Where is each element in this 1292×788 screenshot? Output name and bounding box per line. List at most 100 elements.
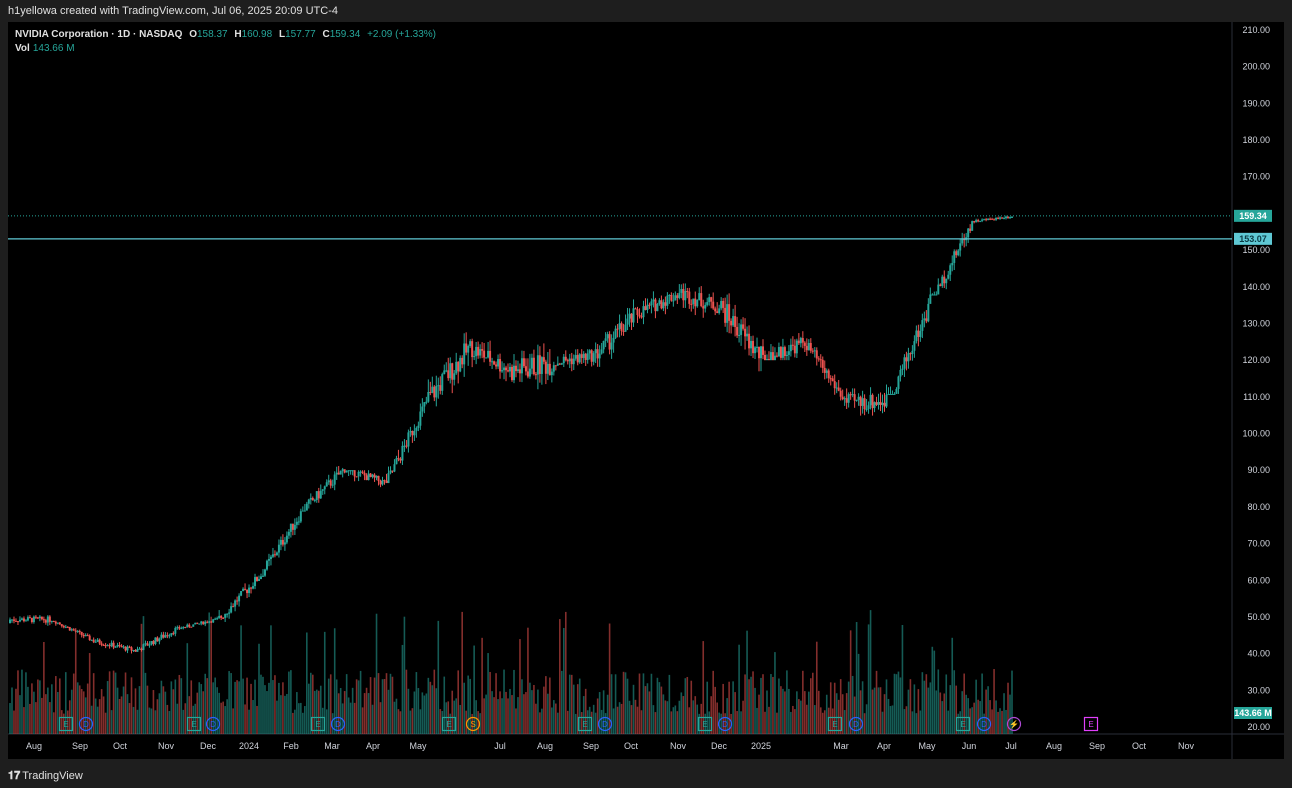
volume-bar bbox=[523, 694, 525, 734]
candle-body bbox=[877, 401, 880, 405]
volume-bar bbox=[808, 691, 810, 734]
horizontal-level-tag-bg bbox=[1234, 232, 1272, 245]
volume-bar bbox=[184, 703, 187, 734]
candle-body bbox=[829, 378, 832, 380]
candle-body bbox=[542, 357, 545, 362]
volume-bar bbox=[186, 643, 189, 734]
high-label: H bbox=[234, 29, 242, 40]
candle-body bbox=[9, 619, 11, 624]
volume-bar bbox=[389, 673, 392, 734]
candle-body bbox=[359, 471, 362, 473]
candle-body bbox=[718, 308, 721, 314]
candle-body bbox=[108, 645, 111, 647]
candle-body bbox=[222, 617, 225, 619]
candle-body bbox=[648, 304, 651, 306]
candle-body bbox=[271, 554, 274, 557]
tradingview-logo-icon[interactable]: 𝟏𝟕 bbox=[8, 770, 21, 782]
candle-body bbox=[240, 590, 243, 596]
brand-name[interactable]: TradingView bbox=[22, 770, 83, 782]
candle-body bbox=[698, 293, 701, 301]
volume-bar bbox=[521, 679, 523, 734]
time-axis-label: Nov bbox=[670, 741, 687, 751]
volume-bar bbox=[100, 689, 103, 734]
volume-bar bbox=[57, 692, 59, 734]
chart-area[interactable]: 210.00200.00190.00180.00170.00160.00150.… bbox=[8, 22, 1284, 759]
candle-body bbox=[905, 357, 908, 362]
volume-bar bbox=[373, 677, 376, 734]
volume-bar bbox=[439, 709, 442, 734]
volume-bar bbox=[126, 694, 129, 734]
volume-bar bbox=[875, 670, 878, 734]
candle-body bbox=[750, 340, 753, 349]
candle-body bbox=[128, 646, 131, 648]
candle-body bbox=[38, 616, 41, 619]
candle-body bbox=[30, 617, 33, 623]
symbol-title[interactable]: NVIDIA Corporation · 1D · NASDAQ bbox=[15, 29, 183, 40]
candle-body bbox=[230, 606, 233, 613]
candle-body bbox=[847, 394, 850, 403]
volume-bar bbox=[907, 689, 910, 734]
volume-bar bbox=[913, 684, 916, 734]
candle-body bbox=[823, 367, 826, 373]
volume-bar bbox=[891, 705, 894, 734]
volume-bar bbox=[122, 686, 125, 734]
candle-body bbox=[983, 219, 986, 221]
volume-bar bbox=[19, 695, 21, 734]
volume-bar bbox=[413, 691, 416, 734]
volume-label[interactable]: Vol bbox=[15, 43, 30, 54]
volume-bar bbox=[128, 703, 131, 734]
candle-body bbox=[228, 612, 231, 614]
candle-body bbox=[259, 576, 262, 580]
volume-bar bbox=[429, 681, 432, 734]
price-chart[interactable]: 210.00200.00190.00180.00170.00160.00150.… bbox=[8, 22, 1284, 759]
candle-body bbox=[166, 635, 169, 637]
candle-body bbox=[355, 476, 358, 478]
low-label: L bbox=[278, 29, 286, 40]
candle-body bbox=[688, 291, 691, 304]
volume-bar bbox=[290, 670, 292, 734]
volume-bar bbox=[254, 679, 256, 734]
volume-bar bbox=[975, 679, 977, 734]
volume-bar bbox=[118, 698, 121, 734]
volume-bar bbox=[672, 707, 675, 734]
candle-body bbox=[855, 399, 858, 401]
volume-bar bbox=[879, 687, 882, 734]
volume-bar bbox=[939, 692, 942, 734]
candle-body bbox=[612, 337, 615, 343]
candle-body bbox=[118, 644, 121, 646]
candle-body bbox=[726, 304, 729, 323]
volume-bar bbox=[945, 674, 948, 734]
candle-body bbox=[973, 221, 976, 223]
volume-bar bbox=[9, 703, 11, 734]
candle-body bbox=[34, 616, 37, 618]
candle-body bbox=[64, 626, 67, 628]
volume-bar bbox=[136, 709, 139, 734]
candle-body bbox=[923, 318, 926, 321]
candle-body bbox=[98, 639, 101, 644]
volume-bar bbox=[509, 688, 511, 734]
volume-bar bbox=[752, 671, 754, 734]
candle-body bbox=[760, 346, 763, 359]
volume-bar bbox=[849, 630, 852, 734]
volume-bar bbox=[76, 682, 79, 734]
volume-bar bbox=[302, 712, 304, 734]
volume-bar bbox=[712, 670, 714, 734]
volume-bar bbox=[555, 703, 557, 734]
top-bar: h1yellowa created with TradingView.com, … bbox=[0, 0, 1292, 22]
candle-body bbox=[405, 445, 408, 447]
volume-bar bbox=[545, 676, 547, 734]
candle-body bbox=[238, 595, 241, 602]
candle-body bbox=[528, 368, 531, 377]
candle-body bbox=[660, 300, 663, 309]
candle-body bbox=[993, 219, 996, 221]
candle-body bbox=[518, 369, 521, 374]
event-marker-icon bbox=[697, 716, 713, 732]
volume-bar bbox=[94, 698, 97, 734]
volume-bar bbox=[391, 676, 394, 734]
candle-body bbox=[674, 295, 677, 301]
volume-bar bbox=[222, 701, 224, 734]
volume-bar bbox=[437, 620, 440, 734]
candle-body bbox=[706, 302, 709, 305]
volume-bar bbox=[973, 702, 975, 734]
candle-body bbox=[911, 350, 914, 354]
